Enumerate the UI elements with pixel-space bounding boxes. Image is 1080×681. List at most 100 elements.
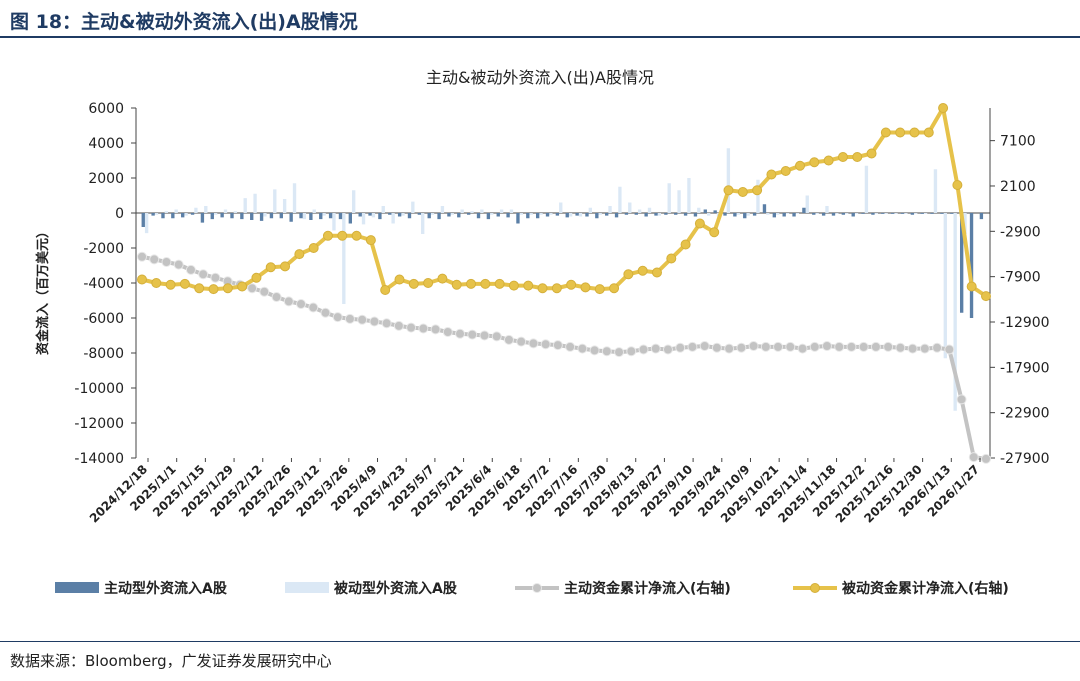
passive-bar xyxy=(933,169,938,213)
passive-bar xyxy=(628,202,632,213)
active-cum-point xyxy=(699,341,710,351)
active-bar xyxy=(890,213,895,214)
active-cum-point xyxy=(907,343,918,354)
active-cum-point xyxy=(430,324,441,335)
passive-bar xyxy=(539,213,543,215)
active-bar xyxy=(171,213,175,219)
passive-cum-point xyxy=(823,155,834,166)
passive-bar xyxy=(943,213,947,359)
active-cum-point xyxy=(895,342,906,353)
active-cum-point xyxy=(785,341,796,352)
passive-bar xyxy=(578,213,583,217)
active-bar xyxy=(752,213,757,216)
passive-bar xyxy=(391,213,395,224)
active-cum-point xyxy=(858,341,869,352)
passive-cum-point xyxy=(795,160,806,171)
active-bar xyxy=(269,213,274,219)
passive-bar xyxy=(884,213,888,214)
passive-cum-point xyxy=(637,265,648,276)
active-bar xyxy=(614,213,619,218)
active-cum-point xyxy=(809,341,820,352)
active-cum-point xyxy=(589,345,600,356)
y-tick-label: 0 xyxy=(115,206,124,222)
active-bar xyxy=(240,213,244,220)
passive-bar xyxy=(667,183,671,213)
active-cum-point xyxy=(210,272,221,283)
active-cum-point xyxy=(687,341,698,352)
passive-cum-point xyxy=(866,148,877,159)
passive-bar xyxy=(401,213,405,216)
active-bar xyxy=(940,213,944,214)
passive-cum-point xyxy=(423,278,434,288)
active-cum-point xyxy=(919,343,930,354)
passive-cum-point xyxy=(165,279,176,290)
active-bar xyxy=(526,213,530,219)
passive-cum-point xyxy=(394,274,405,285)
passive-bar xyxy=(785,213,790,214)
passive-bar xyxy=(361,213,366,225)
passive-bar xyxy=(519,213,523,215)
active-bar xyxy=(950,213,954,214)
chart: 主动&被动外资流入(出)A股情况 资金流入（百万美元） 6000 4000 2000… xyxy=(35,68,1050,597)
active-bar xyxy=(723,213,727,216)
active-bar xyxy=(358,213,362,217)
active-bar xyxy=(565,213,569,218)
active-bar xyxy=(289,213,293,222)
active-bar xyxy=(388,213,392,215)
passive-cum-point xyxy=(466,278,477,289)
active-bar xyxy=(782,213,786,217)
passive-cum-point xyxy=(594,284,605,295)
passive-bar xyxy=(421,213,425,234)
passive-bar xyxy=(805,195,809,213)
passive-bar xyxy=(263,213,267,217)
active-cum-path xyxy=(141,254,987,461)
passive-cum-point xyxy=(938,103,949,113)
legend-marker-active-cum xyxy=(532,583,542,593)
passive-bars xyxy=(144,148,967,411)
passive-bar xyxy=(657,213,662,216)
passive-bar xyxy=(450,213,454,215)
active-bar xyxy=(703,209,707,213)
passive-cum-point xyxy=(766,169,777,180)
passive-cumulative-line xyxy=(137,103,991,302)
passive-cum-point xyxy=(151,278,162,288)
active-bar xyxy=(979,213,984,220)
active-cum-point xyxy=(332,312,343,323)
passive-cum-point xyxy=(523,280,534,291)
active-cum-point xyxy=(344,313,355,324)
footer-divider xyxy=(0,641,1080,642)
passive-bar xyxy=(460,209,464,213)
y-tick-label: 4000 xyxy=(88,136,124,152)
active-bar xyxy=(861,213,865,214)
active-bar xyxy=(654,213,658,216)
passive-bar xyxy=(914,213,918,214)
passive-cum-point xyxy=(709,227,720,238)
active-cum-point xyxy=(149,254,160,265)
active-bar xyxy=(407,213,412,219)
y-tick-label: -6000 xyxy=(83,311,124,327)
passive-bar xyxy=(815,213,819,214)
active-bar xyxy=(841,213,846,215)
y2-tick-label: -27900 xyxy=(1000,451,1050,467)
active-bar xyxy=(930,213,934,214)
passive-cum-point xyxy=(651,267,662,278)
active-bar xyxy=(792,213,796,217)
passive-bar xyxy=(411,201,415,213)
passive-cum-point xyxy=(809,157,820,168)
y-axis-label: 资金流入（百万美元） xyxy=(35,225,51,355)
active-bar xyxy=(535,213,540,219)
active-cum-point xyxy=(834,341,845,352)
active-bar xyxy=(693,213,698,217)
passive-cum-point xyxy=(737,187,748,197)
active-bar xyxy=(910,213,915,215)
active-cum-point xyxy=(932,342,943,353)
passive-bar xyxy=(184,213,188,216)
active-cum-point xyxy=(271,292,282,302)
passive-bar xyxy=(302,213,307,220)
y-tick-label: -10000 xyxy=(74,381,124,397)
active-bar xyxy=(368,213,372,216)
active-bar xyxy=(634,213,638,215)
active-bar xyxy=(309,213,313,220)
active-bar xyxy=(644,213,648,217)
active-bar xyxy=(969,213,974,318)
